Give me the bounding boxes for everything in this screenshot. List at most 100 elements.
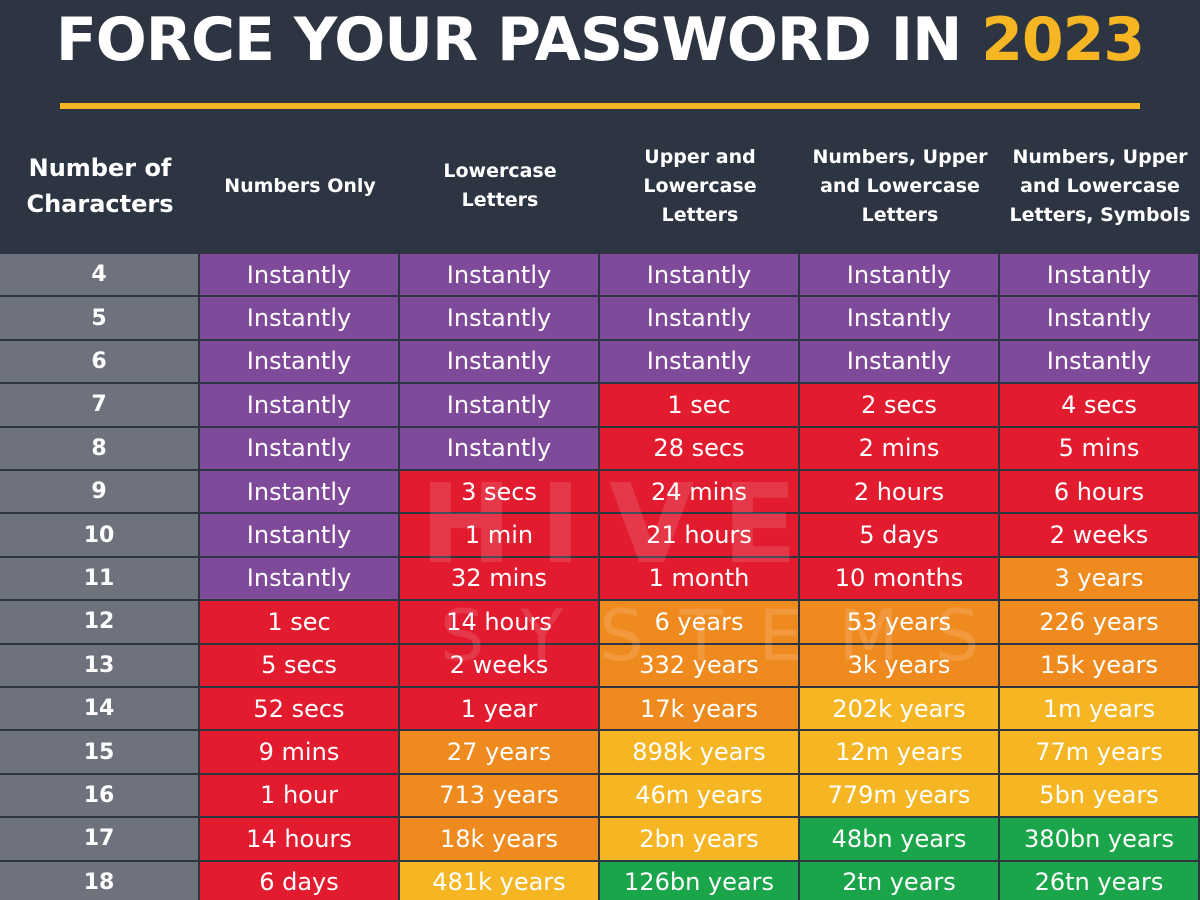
crack-time-cell: 28 secs: [600, 427, 800, 471]
crack-time-cell: 14 hours: [200, 818, 400, 862]
table-row: 17 14 hours 18k years 2bn years 48bn years 38…: [0, 818, 1200, 862]
crack-time-cell: Instantly: [1000, 254, 1200, 298]
crack-time-cell: 202k years: [800, 688, 1000, 732]
character-count-cell: 11: [0, 557, 200, 602]
crack-time-cell: 6 years: [600, 601, 800, 645]
crack-time-cell: Instantly: [200, 254, 400, 298]
crack-time-cell: 332 years: [600, 644, 800, 688]
crack-time-cell: 1 min: [400, 514, 600, 558]
crack-time-cell: Instantly: [200, 427, 400, 471]
crack-time-cell: Instantly: [800, 254, 1000, 298]
crack-time-cell: 6 days: [200, 861, 400, 900]
character-count-cell: 4: [0, 254, 200, 298]
crack-time-cell: 713 years: [400, 774, 600, 819]
character-count-cell: 9: [0, 471, 200, 515]
character-count-cell: 13: [0, 644, 200, 688]
character-count-cell: 5: [0, 297, 200, 341]
crack-time-cell: Instantly: [600, 254, 800, 298]
column-header-1: Numbers Only: [224, 174, 376, 197]
character-count-cell: 6: [0, 340, 200, 385]
crack-time-cell: 32 mins: [400, 557, 600, 602]
crack-time-cell: Instantly: [400, 254, 600, 298]
table-header-row: Number of Characters Numbers Only Lowercas…: [0, 120, 1200, 252]
table-row: 15 9 mins 27 years 898k years 12m years 77m y…: [0, 731, 1200, 775]
crack-time-cell: Instantly: [200, 340, 400, 385]
table-row: 9 Instantly 3 secs 24 mins 2 hours 6 hours: [0, 471, 1200, 515]
character-count-cell: 17: [0, 818, 200, 862]
character-count-cell: 7: [0, 384, 200, 428]
table-row: 4 Instantly Instantly Instantly Instantly Ins…: [0, 254, 1200, 298]
crack-time-cell: 15k years: [1000, 644, 1200, 688]
character-count-cell: 12: [0, 601, 200, 645]
crack-time-cell: Instantly: [400, 427, 600, 471]
table-row: 12 1 sec 14 hours 6 years 53 years 226 years: [0, 601, 1200, 645]
column-header-5: Numbers, Upper and Lowercase Letters, Sy…: [1009, 145, 1191, 226]
crack-time-cell: 52 secs: [200, 688, 400, 732]
crack-time-cell: 5 secs: [200, 644, 400, 688]
crack-time-cell: Instantly: [200, 297, 400, 341]
table-row: 18 6 days 481k years 126bn years 2tn years 26…: [0, 861, 1200, 900]
table-row: 11 Instantly 32 mins 1 month 10 months 3 year…: [0, 557, 1200, 602]
table-row: 7 Instantly Instantly 1 sec 2 secs 4 secs: [0, 384, 1200, 428]
crack-time-cell: 3 secs: [400, 471, 600, 515]
crack-time-cell: 2tn years: [800, 861, 1000, 900]
crack-time-cell: 77m years: [1000, 731, 1200, 775]
crack-time-cell: 4 secs: [1000, 384, 1200, 428]
crack-time-cell: Instantly: [800, 340, 1000, 385]
crack-time-cell: 14 hours: [400, 601, 600, 645]
table-row: 13 5 secs 2 weeks 332 years 3k years 15k year…: [0, 644, 1200, 688]
crack-time-cell: 3k years: [800, 644, 1000, 688]
crack-time-cell: 12m years: [800, 731, 1000, 775]
crack-time-cell: 3 years: [1000, 557, 1200, 602]
crack-time-cell: 1 sec: [200, 601, 400, 645]
crack-time-cell: 1 year: [400, 688, 600, 732]
crack-time-cell: 21 hours: [600, 514, 800, 558]
crack-time-cell: 2 hours: [800, 471, 1000, 515]
column-header-4: Numbers, Upper and Lowercase Letters: [812, 145, 988, 226]
character-count-cell: 10: [0, 514, 200, 558]
crack-time-cell: 1 sec: [600, 384, 800, 428]
crack-time-cell: 46m years: [600, 774, 800, 819]
crack-time-cell: 18k years: [400, 818, 600, 862]
crack-time-cell: 2 secs: [800, 384, 1000, 428]
character-count-cell: 8: [0, 427, 200, 471]
table-row: 10 Instantly 1 min 21 hours 5 days 2 weeks: [0, 514, 1200, 558]
crack-time-cell: 898k years: [600, 731, 800, 775]
crack-time-cell: 9 mins: [200, 731, 400, 775]
table-row: 14 52 secs 1 year 17k years 202k years 1m yea…: [0, 688, 1200, 732]
crack-time-cell: Instantly: [1000, 297, 1200, 341]
crack-time-cell: 2 weeks: [1000, 514, 1200, 558]
crack-time-cell: 126bn years: [600, 861, 800, 900]
crack-time-cell: 1m years: [1000, 688, 1200, 732]
title-year: 2023: [981, 5, 1145, 75]
crack-time-cell: Instantly: [600, 340, 800, 385]
crack-time-cell: 2bn years: [600, 818, 800, 862]
character-count-cell: 18: [0, 861, 200, 900]
crack-time-cell: 779m years: [800, 774, 1000, 819]
table-row: 6 Instantly Instantly Instantly Instantly Ins…: [0, 340, 1200, 385]
crack-time-cell: 380bn years: [1000, 818, 1200, 862]
table-row: 16 1 hour 713 years 46m years 779m years 5bn …: [0, 774, 1200, 819]
crack-time-cell: Instantly: [200, 557, 400, 602]
crack-time-cell: Instantly: [400, 297, 600, 341]
crack-time-cell: Instantly: [200, 514, 400, 558]
crack-time-cell: 481k years: [400, 861, 600, 900]
crack-time-cell: 10 months: [800, 557, 1000, 602]
crack-time-cell: 1 hour: [200, 774, 400, 819]
title-divider: [60, 103, 1140, 109]
crack-time-cell: 27 years: [400, 731, 600, 775]
crack-time-cell: 1 month: [600, 557, 800, 602]
column-header-3: Upper and Lowercase Letters: [643, 145, 757, 226]
crack-time-cell: 5 days: [800, 514, 1000, 558]
crack-time-cell: Instantly: [1000, 340, 1200, 385]
table-row: 8 Instantly Instantly 28 secs 2 mins 5 mins: [0, 427, 1200, 471]
crack-time-cell: 17k years: [600, 688, 800, 732]
crack-time-cell: 5 mins: [1000, 427, 1200, 471]
crack-time-cell: 26tn years: [1000, 861, 1200, 900]
crack-time-cell: Instantly: [600, 297, 800, 341]
crack-time-cell: Instantly: [200, 384, 400, 428]
crack-time-cell: 226 years: [1000, 601, 1200, 645]
crack-time-cell: 53 years: [800, 601, 1000, 645]
column-header-0: Number of Characters: [26, 154, 174, 218]
character-count-cell: 16: [0, 774, 200, 819]
